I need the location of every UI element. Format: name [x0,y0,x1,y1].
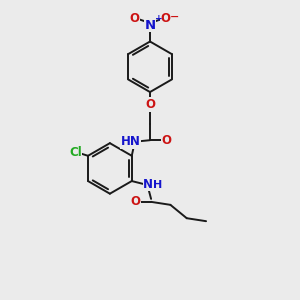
Text: O: O [161,134,171,147]
Text: Cl: Cl [69,146,82,159]
Text: −: − [170,12,180,22]
Text: O: O [160,12,170,25]
Text: O: O [130,12,140,25]
Text: +: + [155,14,162,23]
Text: HN: HN [121,135,141,148]
Text: H: H [153,180,162,190]
Text: O: O [145,98,155,111]
Text: O: O [130,195,141,208]
Text: N: N [143,178,153,190]
Text: N: N [144,19,156,32]
